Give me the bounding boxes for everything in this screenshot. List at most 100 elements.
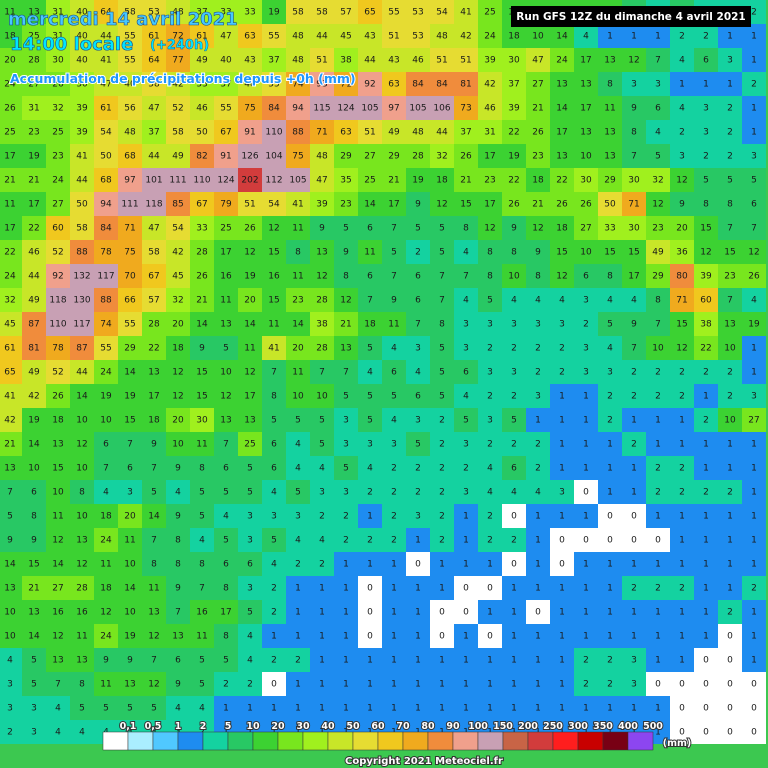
grid-value: 1 [415, 656, 421, 666]
grid-value: 2 [511, 536, 517, 546]
grid-cell [646, 552, 670, 576]
grid-value: 23 [532, 152, 543, 162]
grid-value: 17 [148, 392, 159, 402]
grid-cell [574, 240, 598, 264]
grid-value: 24 [484, 32, 496, 42]
grid-cell [382, 336, 406, 360]
grid-cell [118, 288, 142, 312]
grid-value: 5 [199, 512, 205, 522]
grid-cell [598, 96, 622, 120]
grid-cell [70, 144, 94, 168]
grid-value: 17 [628, 272, 639, 282]
grid-cell [286, 552, 310, 576]
grid-cell [742, 240, 766, 264]
legend-swatch [352, 731, 379, 751]
grid-value: 2 [679, 392, 685, 402]
grid-value: 26 [532, 128, 544, 138]
grid-cell [94, 552, 118, 576]
grid-value: 1 [487, 704, 493, 714]
grid-value: 6 [415, 296, 421, 306]
grid-value: 24 [100, 368, 112, 378]
grid-value: 71 [316, 128, 327, 138]
grid-cell [502, 144, 526, 168]
grid-cell [0, 432, 22, 456]
grid-value: 31 [484, 128, 495, 138]
grid-cell [70, 360, 94, 384]
grid-cell [142, 240, 166, 264]
grid-value: 4 [511, 296, 517, 306]
grid-value: 3 [487, 416, 493, 426]
grid-cell [622, 168, 646, 192]
grid-cell [0, 96, 22, 120]
grid-value: 1 [607, 584, 613, 594]
grid-cell [142, 624, 166, 648]
grid-value: 2 [631, 584, 637, 594]
grid-value: 2 [655, 464, 661, 474]
grid-value: 18 [52, 416, 64, 426]
grid-value: 6 [175, 656, 181, 666]
grid-value: 4 [199, 536, 205, 546]
grid-value: 1 [631, 632, 637, 642]
grid-cell [46, 48, 70, 72]
grid-cell [550, 408, 574, 432]
legend-label: 0,1 [120, 721, 137, 732]
grid-value: 5 [127, 704, 133, 714]
grid-value: 1 [391, 632, 397, 642]
grid-cell [118, 312, 142, 336]
grid-cell [166, 120, 190, 144]
grid-value: 2 [607, 392, 613, 402]
overlay: mercredi 14 avril 2021 14:00 locale (+24… [8, 6, 751, 768]
grid-cell [142, 216, 166, 240]
grid-cell [166, 240, 190, 264]
grid-value: 25 [364, 176, 375, 186]
grid-value: 65 [4, 368, 15, 378]
grid-value: 58 [148, 80, 160, 90]
grid-cell [718, 24, 742, 48]
grid-value: 32 [652, 176, 663, 186]
grid-cell [94, 72, 118, 96]
grid-value: 71 [676, 296, 687, 306]
grid-value: 1 [391, 680, 397, 690]
grid-cell [526, 600, 550, 624]
grid-cell [262, 192, 286, 216]
grid-value: 1 [559, 440, 565, 450]
grid-cell [214, 456, 238, 480]
grid-value: 1 [535, 560, 541, 570]
grid-value: 63 [340, 128, 351, 138]
grid-cell [382, 168, 406, 192]
grid-cell [742, 288, 766, 312]
grid-value: 8 [439, 320, 445, 330]
grid-cell [190, 72, 214, 96]
grid-cell [118, 192, 142, 216]
grid-value: 1 [367, 560, 373, 570]
grid-cell [0, 0, 22, 24]
grid-cell [46, 336, 70, 360]
grid-value: 2 [655, 584, 661, 594]
grid-value: 13 [724, 320, 735, 330]
grid-value: 5 [295, 488, 301, 498]
grid-value: 13 [28, 8, 39, 18]
grid-cell [526, 336, 550, 360]
grid-cell [190, 336, 214, 360]
grid-cell [262, 528, 286, 552]
grid-value: 24 [4, 80, 16, 90]
grid-cell [742, 192, 766, 216]
grid-cell [238, 360, 262, 384]
grid-cell [718, 480, 742, 504]
grid-value: 1 [367, 656, 373, 666]
grid-value: 26 [460, 152, 472, 162]
grid-value: 8 [79, 680, 85, 690]
grid-value: 4 [79, 728, 85, 738]
grid-cell [430, 168, 454, 192]
grid-cell [94, 120, 118, 144]
grid-value: 51 [244, 200, 255, 210]
grid-value: 3 [559, 488, 565, 498]
grid-cell [142, 408, 166, 432]
grid-value: 6 [415, 272, 421, 282]
grid-value: 25 [4, 128, 15, 138]
grid-value: 15 [676, 320, 687, 330]
grid-cell [382, 288, 406, 312]
grid-cell [46, 696, 70, 720]
grid-cell [502, 552, 526, 576]
grid-value: 17 [388, 200, 399, 210]
